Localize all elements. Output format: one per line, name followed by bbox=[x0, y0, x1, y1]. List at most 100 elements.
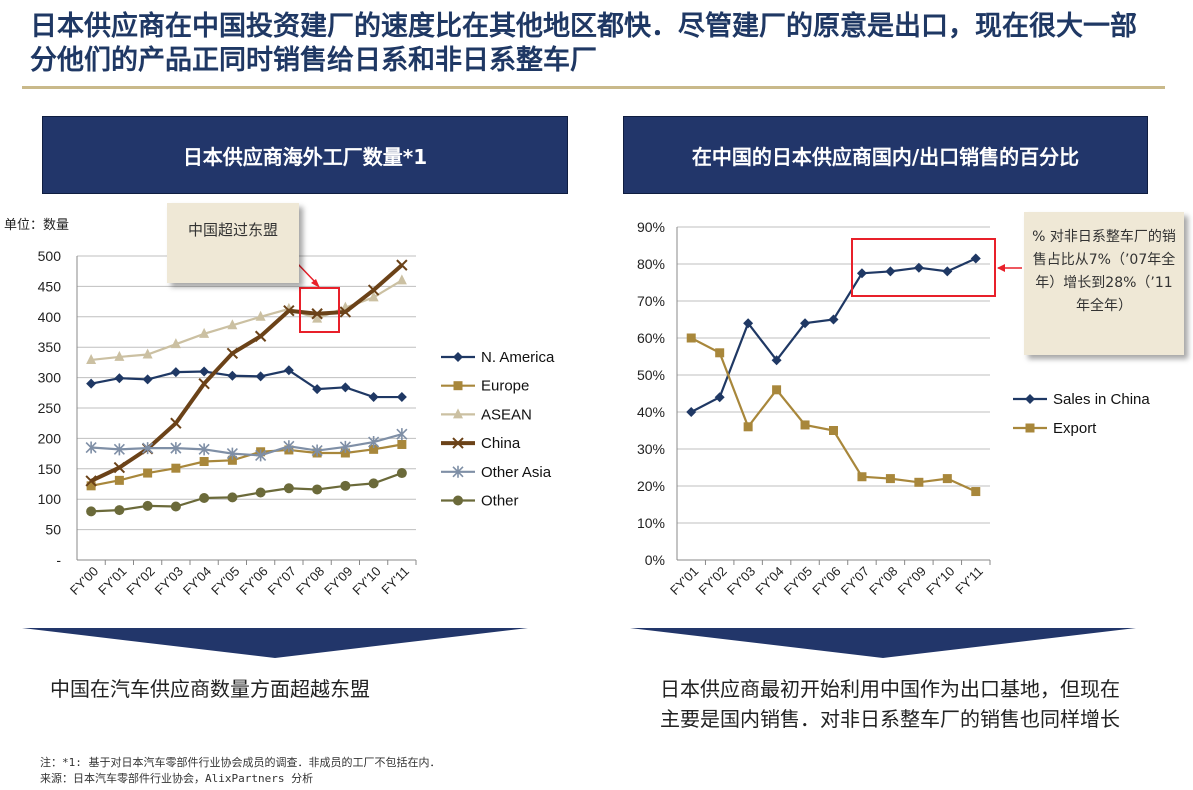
y-tick-label: 450 bbox=[38, 278, 62, 294]
legend-marker bbox=[1025, 394, 1035, 404]
data-point bbox=[396, 392, 407, 403]
data-point bbox=[800, 318, 811, 329]
data-point bbox=[283, 305, 295, 317]
data-point bbox=[283, 440, 295, 453]
legend-label: ASEAN bbox=[481, 406, 532, 423]
y-tick-label: 80% bbox=[637, 256, 665, 272]
y-tick-label: 200 bbox=[38, 430, 62, 446]
data-point bbox=[368, 291, 379, 302]
y-tick-label: 500 bbox=[38, 248, 62, 264]
left-chevron-down-icon bbox=[22, 628, 528, 658]
data-point bbox=[227, 319, 238, 330]
data-point bbox=[171, 463, 181, 473]
data-point bbox=[86, 378, 97, 389]
left-callout-arrowhead bbox=[311, 279, 320, 288]
y-tick-label: 0% bbox=[645, 552, 665, 568]
data-point bbox=[86, 353, 97, 364]
left-callout: 中国超过东盟 bbox=[167, 203, 299, 283]
data-point bbox=[914, 477, 924, 487]
left-panel-heading: 日本供应商海外工厂数量*1 bbox=[42, 116, 568, 194]
legend-label: N. America bbox=[481, 349, 555, 366]
data-point bbox=[339, 440, 351, 453]
data-point bbox=[369, 444, 379, 454]
series-line bbox=[91, 472, 403, 513]
data-point bbox=[942, 474, 952, 484]
data-point bbox=[743, 422, 753, 432]
data-point bbox=[397, 439, 407, 449]
x-tick-label: FY'02 bbox=[695, 564, 729, 598]
data-point bbox=[170, 417, 182, 429]
data-point bbox=[942, 266, 953, 277]
data-point bbox=[686, 407, 697, 417]
data-point bbox=[913, 262, 924, 273]
data-point bbox=[829, 426, 838, 435]
data-point bbox=[857, 472, 867, 482]
x-tick-label: FY'05 bbox=[781, 564, 815, 598]
data-point bbox=[283, 365, 294, 376]
data-point bbox=[772, 385, 782, 395]
data-point bbox=[800, 420, 810, 430]
y-tick-label: - bbox=[56, 552, 61, 568]
data-point bbox=[368, 478, 379, 489]
data-point bbox=[85, 475, 97, 487]
data-point bbox=[368, 436, 380, 449]
x-tick-label: FY'04 bbox=[180, 564, 214, 598]
data-point bbox=[114, 505, 125, 516]
data-point bbox=[311, 444, 323, 457]
legend-marker bbox=[452, 437, 464, 449]
data-point bbox=[312, 312, 323, 323]
data-point bbox=[686, 333, 696, 343]
x-tick-label: FY'01 bbox=[667, 564, 701, 598]
data-point bbox=[198, 377, 210, 390]
x-tick-label: FY'07 bbox=[838, 564, 872, 598]
data-point bbox=[142, 442, 154, 455]
data-point bbox=[828, 314, 839, 325]
data-point bbox=[715, 348, 725, 358]
x-tick-label: FY'08 bbox=[293, 564, 327, 598]
y-tick-label: 250 bbox=[38, 400, 62, 416]
data-point bbox=[114, 350, 125, 361]
series-line bbox=[91, 279, 403, 362]
y-tick-label: 50 bbox=[45, 522, 61, 538]
left-chart: - 50 100 150 200 250 300 350 400 450 500 FY'00FY'01… bbox=[38, 248, 555, 598]
data-point bbox=[142, 348, 153, 359]
y-tick-label: 60% bbox=[637, 330, 665, 346]
data-point bbox=[368, 392, 379, 403]
data-point bbox=[340, 448, 350, 458]
legend-marker bbox=[1025, 423, 1035, 433]
right-callout-arrowhead bbox=[997, 264, 1005, 272]
data-point bbox=[113, 443, 125, 456]
legend-label: Other Asia bbox=[481, 464, 552, 481]
data-point bbox=[199, 492, 210, 503]
data-point bbox=[199, 457, 209, 467]
y-tick-label: 100 bbox=[38, 491, 62, 507]
x-tick-label: FY'00 bbox=[67, 564, 101, 598]
x-tick-label: FY'07 bbox=[265, 564, 299, 598]
data-point bbox=[311, 308, 323, 320]
data-point bbox=[227, 370, 238, 381]
legend-marker bbox=[453, 408, 463, 419]
right-panel-heading: 在中国的日本供应商国内/出口销售的百分比 bbox=[623, 116, 1148, 194]
data-point bbox=[199, 327, 210, 338]
x-tick-label: FY'10 bbox=[349, 564, 383, 598]
data-point bbox=[743, 318, 754, 329]
data-point bbox=[283, 483, 294, 494]
legend-label: Europe bbox=[481, 378, 529, 395]
data-point bbox=[143, 468, 153, 478]
x-tick-label: FY'08 bbox=[866, 564, 900, 598]
left-summary: 中国在汽车供应商数量方面超越东盟 bbox=[50, 677, 370, 701]
data-point bbox=[227, 492, 238, 503]
x-tick-label: FY'09 bbox=[895, 564, 929, 598]
data-point bbox=[255, 487, 266, 498]
x-tick-label: FY'03 bbox=[152, 564, 186, 598]
data-point bbox=[312, 484, 323, 495]
series-line bbox=[90, 443, 403, 487]
x-tick-label: FY'10 bbox=[923, 564, 957, 598]
y-tick-label: 90% bbox=[637, 219, 665, 235]
legend-label: Export bbox=[1053, 420, 1097, 437]
data-point bbox=[714, 392, 725, 403]
left-highlight-box bbox=[299, 287, 340, 333]
data-point bbox=[367, 284, 380, 296]
data-point bbox=[255, 310, 266, 321]
